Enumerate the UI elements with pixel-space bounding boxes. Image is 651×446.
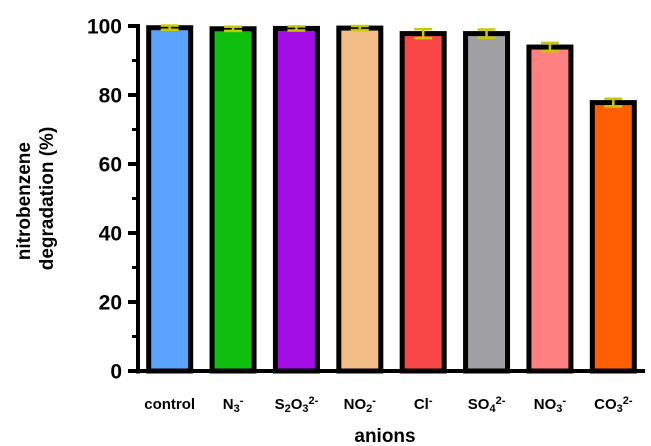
y-axis-title: nitrobenzene degradation (%) xyxy=(14,127,58,271)
x-tick-label-part: O xyxy=(291,396,303,413)
x-tick-label-part: 2- xyxy=(496,395,506,407)
bar-N3 xyxy=(209,26,257,374)
y-tick-label: 100 xyxy=(87,16,122,39)
x-tick-label-part: N xyxy=(223,396,234,413)
bar-CO3 xyxy=(589,100,637,374)
x-tick-label-part: 2- xyxy=(309,395,319,407)
y-axis-title-line-2: degradation (%) xyxy=(37,127,58,271)
x-tick-label-part: 3 xyxy=(302,403,308,415)
bar-control xyxy=(146,25,194,374)
y-tick-label: 40 xyxy=(99,223,122,246)
x-tick-label-part: - xyxy=(429,395,433,407)
x-tick-label-SO4: SO42- xyxy=(468,395,506,415)
x-tick-label-control: control xyxy=(144,396,195,413)
x-tick-label-CO3: CO32- xyxy=(594,395,633,415)
error-bar-Cl xyxy=(414,27,433,40)
error-bar-N3 xyxy=(224,25,243,33)
x-tick-label-part: NO xyxy=(534,396,557,413)
x-tick-label-part: Cl xyxy=(414,396,429,413)
x-tick-label-part: NO xyxy=(344,396,367,413)
x-tick-label-S2O3: S2O32- xyxy=(275,395,319,415)
x-tick-label-NO3: NO3- xyxy=(534,395,567,415)
x-tick-label-part: 2 xyxy=(366,403,372,415)
error-bar-CO3 xyxy=(604,97,623,108)
x-tick-label-part: - xyxy=(562,395,566,407)
error-bar-S2O3 xyxy=(287,25,306,32)
error-bar-NO3 xyxy=(540,41,559,53)
error-bars-group xyxy=(160,24,623,108)
bar-SO4 xyxy=(463,31,511,374)
y-tick-label: 20 xyxy=(99,292,122,315)
x-tick-label-part: S xyxy=(275,396,285,413)
x-tick-label-part: SO xyxy=(468,396,490,413)
x-axis-title: anions xyxy=(354,426,415,446)
x-tick-label-part: 3 xyxy=(234,403,240,415)
y-axis-title-line-1: nitrobenzene xyxy=(14,142,35,260)
x-tick-label-part: 4 xyxy=(489,403,496,415)
bar-S2O3 xyxy=(272,25,320,374)
x-tick-labels-group: control N3- S2O32- NO2- Cl- SO42- NO3- CO32- xyxy=(144,395,633,415)
error-bar-SO4 xyxy=(477,28,496,39)
x-tick-label-part: 3 xyxy=(556,403,562,415)
x-tick-label-part: - xyxy=(240,395,244,407)
x-tick-label-part: CO xyxy=(594,396,617,413)
error-bar-NO2 xyxy=(350,24,369,32)
y-tick-label: 60 xyxy=(99,154,122,177)
y-tick-label: 80 xyxy=(99,85,122,108)
x-tick-label-part: 2- xyxy=(623,395,633,407)
x-tick-label-part: 2 xyxy=(285,403,291,415)
x-tick-label-Cl: Cl- xyxy=(414,395,433,413)
bars-group xyxy=(146,25,637,374)
bar-Cl xyxy=(399,31,447,374)
bar-NO2 xyxy=(336,25,384,374)
x-tick-label-N3: N3- xyxy=(223,395,244,415)
y-tick-label: 0 xyxy=(110,361,122,384)
x-tick-label-part: 3 xyxy=(617,403,623,415)
x-tick-label-part: - xyxy=(372,395,376,407)
y-ticks-group: 0 20 40 60 80 100 xyxy=(87,16,138,384)
error-bar-control xyxy=(160,24,179,32)
x-tick-label-NO2: NO2- xyxy=(344,395,377,415)
x-tick-label-part: control xyxy=(144,396,195,413)
bar-NO3 xyxy=(526,44,574,374)
